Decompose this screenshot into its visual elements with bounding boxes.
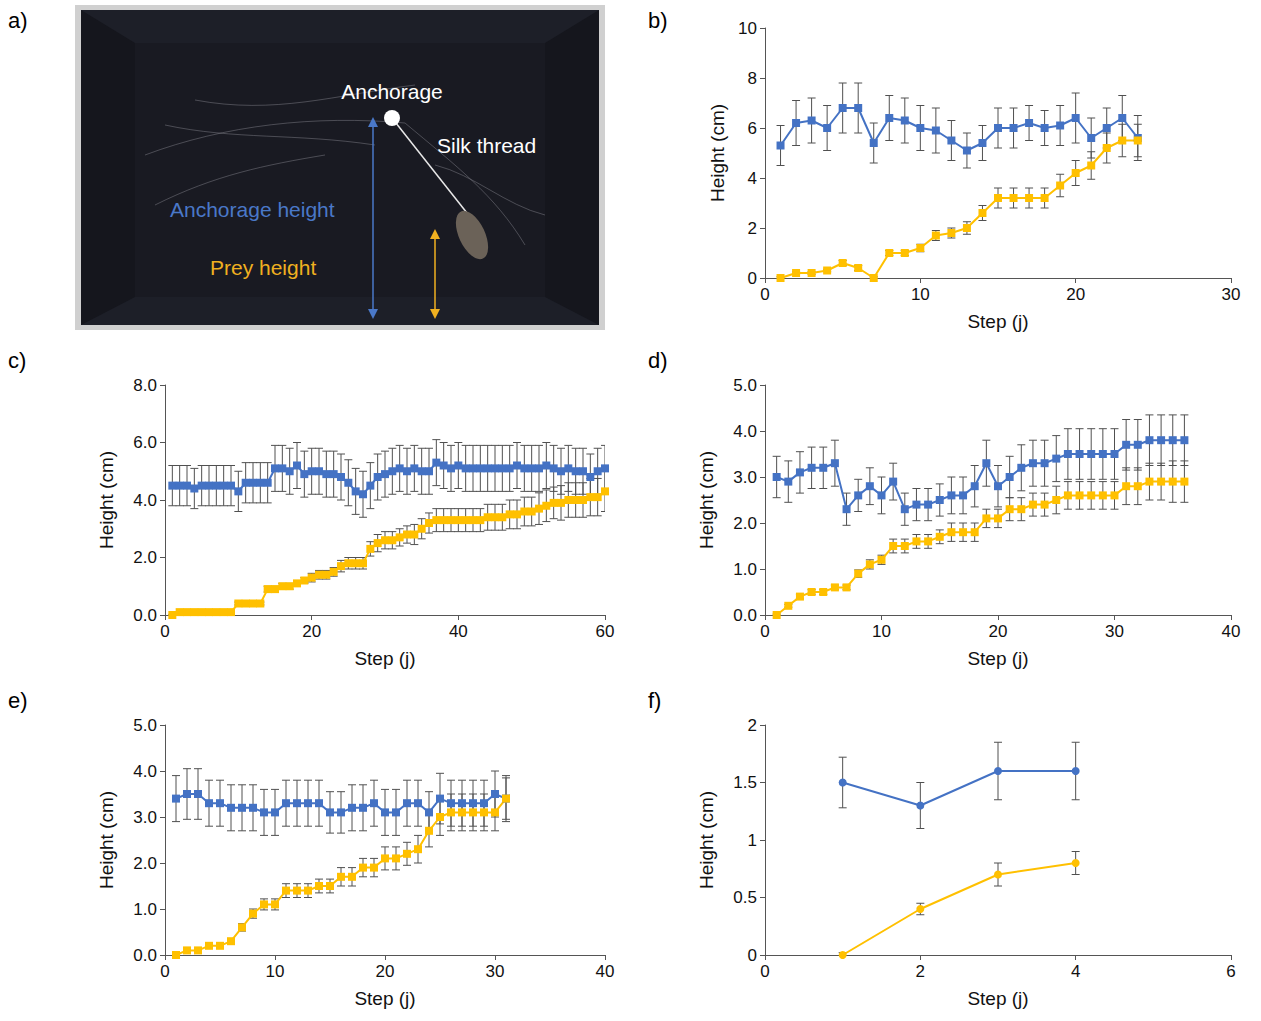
svg-text:10: 10 — [872, 622, 891, 641]
svg-text:2.0: 2.0 — [133, 854, 157, 873]
svg-text:40: 40 — [596, 962, 615, 981]
svg-text:5.0: 5.0 — [733, 376, 757, 395]
svg-text:1.0: 1.0 — [733, 560, 757, 579]
svg-text:0.5: 0.5 — [733, 888, 757, 907]
svg-text:Step (j): Step (j) — [967, 311, 1028, 332]
svg-text:8.0: 8.0 — [133, 376, 157, 395]
svg-text:0: 0 — [760, 622, 769, 641]
svg-text:Height (cm): Height (cm) — [96, 451, 117, 549]
svg-text:Prey height: Prey height — [210, 256, 316, 279]
svg-text:30: 30 — [486, 962, 505, 981]
svg-text:8: 8 — [748, 69, 757, 88]
html-text:b): b) — [648, 8, 668, 33]
html-text:f): f) — [648, 688, 662, 713]
svg-text:10: 10 — [738, 19, 757, 38]
svg-text:4: 4 — [748, 169, 757, 188]
svg-text:0.0: 0.0 — [133, 606, 157, 625]
html-text:a): a) — [8, 8, 28, 33]
svg-text:1.0: 1.0 — [133, 900, 157, 919]
svg-text:30: 30 — [1105, 622, 1124, 641]
svg-text:2: 2 — [916, 962, 925, 981]
svg-text:0: 0 — [748, 946, 757, 965]
svg-text:1.5: 1.5 — [733, 773, 757, 792]
svg-text:4.0: 4.0 — [133, 762, 157, 781]
svg-text:2: 2 — [748, 219, 757, 238]
html-text:c): c) — [8, 348, 27, 373]
svg-text:5.0: 5.0 — [133, 716, 157, 735]
svg-text:20: 20 — [989, 622, 1008, 641]
svg-text:6.0: 6.0 — [133, 433, 157, 452]
svg-text:0: 0 — [760, 285, 769, 304]
svg-text:20: 20 — [376, 962, 395, 981]
svg-text:2: 2 — [748, 716, 757, 735]
svg-text:60: 60 — [596, 622, 615, 641]
svg-text:0: 0 — [160, 622, 169, 641]
svg-text:Height (cm): Height (cm) — [707, 104, 728, 202]
svg-text:2.0: 2.0 — [733, 514, 757, 533]
svg-text:Step (j): Step (j) — [967, 648, 1028, 669]
svg-text:Step (j): Step (j) — [354, 988, 415, 1009]
svg-text:Step (j): Step (j) — [967, 988, 1028, 1009]
svg-text:Step (j): Step (j) — [354, 648, 415, 669]
svg-text:Height (cm): Height (cm) — [696, 451, 717, 549]
svg-text:0.0: 0.0 — [133, 946, 157, 965]
svg-text:4: 4 — [1071, 962, 1080, 981]
svg-text:40: 40 — [1222, 622, 1241, 641]
svg-text:4.0: 4.0 — [133, 491, 157, 510]
svg-text:10: 10 — [911, 285, 930, 304]
html-text:d): d) — [648, 348, 668, 373]
svg-text:1: 1 — [748, 831, 757, 850]
svg-text:Silk thread: Silk thread — [437, 134, 536, 157]
svg-text:0: 0 — [760, 962, 769, 981]
svg-text:4.0: 4.0 — [733, 422, 757, 441]
svg-text:30: 30 — [1222, 285, 1241, 304]
svg-text:40: 40 — [449, 622, 468, 641]
svg-text:6: 6 — [748, 119, 757, 138]
svg-text:Height (cm): Height (cm) — [96, 791, 117, 889]
svg-text:0: 0 — [160, 962, 169, 981]
svg-text:3.0: 3.0 — [733, 468, 757, 487]
svg-text:10: 10 — [266, 962, 285, 981]
html-text:e): e) — [8, 688, 28, 713]
svg-text:Height (cm): Height (cm) — [696, 791, 717, 889]
svg-text:0: 0 — [748, 269, 757, 288]
svg-text:0.0: 0.0 — [733, 606, 757, 625]
svg-text:2.0: 2.0 — [133, 548, 157, 567]
svg-text:20: 20 — [1066, 285, 1085, 304]
svg-text:3.0: 3.0 — [133, 808, 157, 827]
svg-text:20: 20 — [302, 622, 321, 641]
svg-text:6: 6 — [1226, 962, 1235, 981]
svg-text:Anchorage: Anchorage — [341, 80, 443, 103]
svg-text:Anchorage height: Anchorage height — [170, 198, 335, 221]
